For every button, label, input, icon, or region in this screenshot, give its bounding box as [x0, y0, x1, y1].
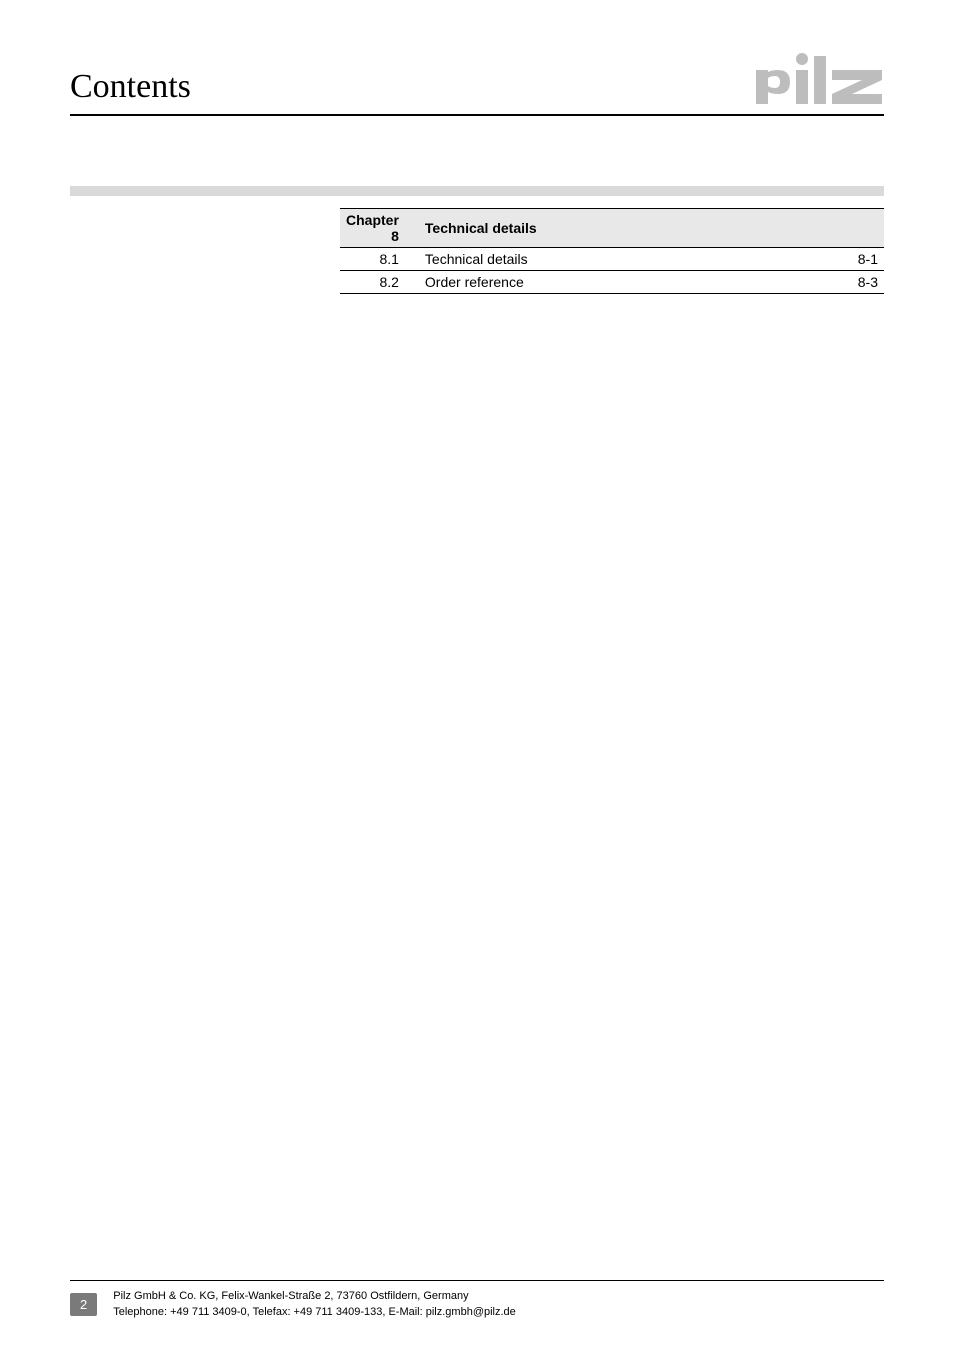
- pilz-logo: [754, 52, 884, 106]
- toc-chapter-title: Technical details: [419, 209, 884, 248]
- page-title: Contents: [70, 68, 191, 106]
- footer-line-2: Telephone: +49 711 3409-0, Telefax: +49 …: [113, 1305, 516, 1320]
- toc-row: 8.1 Technical details 8-1: [340, 248, 884, 271]
- toc-chapter-label: Chapter 8: [340, 209, 419, 248]
- toc-row-num: 8.1: [340, 248, 419, 271]
- toc-row-title: Technical details: [419, 248, 824, 271]
- footer-text: Pilz GmbH & Co. KG, Felix-Wankel-Straße …: [113, 1289, 516, 1320]
- footer-inner: 2 Pilz GmbH & Co. KG, Felix-Wankel-Straß…: [70, 1289, 884, 1320]
- toc-chapter-header: Chapter 8 Technical details: [340, 209, 884, 248]
- toc-row-num: 8.2: [340, 271, 419, 294]
- footer-line-1: Pilz GmbH & Co. KG, Felix-Wankel-Straße …: [113, 1289, 516, 1304]
- toc-row-page: 8-3: [824, 271, 884, 294]
- toc-row: 8.2 Order reference 8-3: [340, 271, 884, 294]
- page-container: Contents Chapter 8 Technical details 8.1: [0, 0, 954, 1350]
- table-of-contents: Chapter 8 Technical details 8.1 Technica…: [340, 208, 884, 294]
- toc-table: Chapter 8 Technical details 8.1 Technica…: [340, 208, 884, 294]
- toc-row-title: Order reference: [419, 271, 824, 294]
- pilz-logo-svg: [754, 52, 884, 106]
- separator-bar: [70, 186, 884, 196]
- page-header: Contents: [70, 48, 884, 116]
- page-number-badge: 2: [70, 1293, 97, 1316]
- toc-row-page: 8-1: [824, 248, 884, 271]
- page-footer: 2 Pilz GmbH & Co. KG, Felix-Wankel-Straß…: [70, 1280, 884, 1320]
